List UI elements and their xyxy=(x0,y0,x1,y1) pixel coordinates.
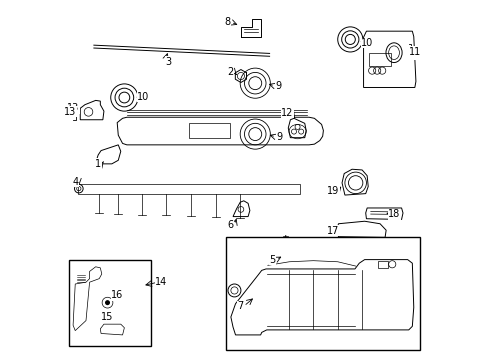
Text: 9: 9 xyxy=(275,81,281,91)
Text: 13: 13 xyxy=(64,107,77,117)
Text: 7: 7 xyxy=(237,301,243,311)
Text: 18: 18 xyxy=(387,209,400,219)
FancyBboxPatch shape xyxy=(225,237,419,350)
Text: 10: 10 xyxy=(360,38,372,48)
Text: 9: 9 xyxy=(276,132,282,142)
Text: 3: 3 xyxy=(165,57,171,67)
FancyBboxPatch shape xyxy=(69,260,151,346)
Text: 11: 11 xyxy=(408,46,420,57)
Circle shape xyxy=(105,300,110,305)
Text: 6: 6 xyxy=(227,220,233,230)
Text: 12: 12 xyxy=(281,108,293,118)
Text: 8: 8 xyxy=(224,17,230,27)
Text: 1: 1 xyxy=(95,159,101,169)
Text: 15: 15 xyxy=(101,312,114,322)
Text: 19: 19 xyxy=(326,186,339,197)
Text: 5: 5 xyxy=(269,255,275,265)
Text: 4: 4 xyxy=(72,177,78,187)
Text: 14: 14 xyxy=(155,277,167,287)
Text: 10: 10 xyxy=(137,92,149,102)
Text: 13: 13 xyxy=(67,103,79,113)
Text: 11: 11 xyxy=(408,49,420,59)
FancyBboxPatch shape xyxy=(377,261,387,268)
FancyBboxPatch shape xyxy=(188,123,230,138)
FancyBboxPatch shape xyxy=(78,184,300,194)
FancyBboxPatch shape xyxy=(368,53,390,66)
Text: 16: 16 xyxy=(111,291,123,301)
Text: 17: 17 xyxy=(326,226,339,236)
Text: 2: 2 xyxy=(227,67,234,77)
